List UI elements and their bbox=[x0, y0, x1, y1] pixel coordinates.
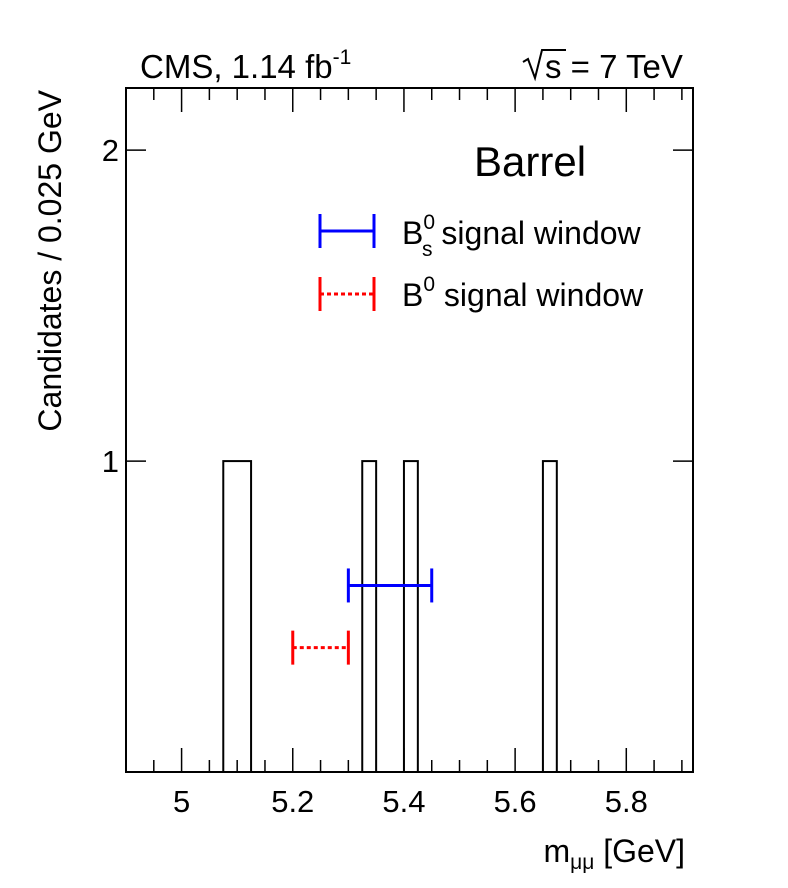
svg-text:B0 signal window: B0 signal window bbox=[402, 273, 644, 313]
signal-window-0 bbox=[346, 568, 434, 603]
histogram-bin-0 bbox=[222, 460, 253, 773]
axis-ticks bbox=[125, 88, 693, 772]
svg-text:B0s signal window: B0 s signal window bbox=[402, 211, 642, 261]
region-label: Barrel bbox=[474, 138, 586, 185]
histogram-bin-3 bbox=[541, 460, 558, 773]
x-tick-labels: 5 5.2 5.4 5.6 5.8 bbox=[173, 784, 648, 819]
y-tick-label: 2 bbox=[102, 133, 119, 168]
histogram-bin-2 bbox=[402, 460, 419, 773]
y-axis-title: Candidates / 0.025 GeV bbox=[32, 89, 68, 431]
sqrt-symbol bbox=[522, 49, 566, 82]
x-tick-label: 5.4 bbox=[382, 784, 425, 819]
plot-frame bbox=[125, 87, 694, 773]
y-tick-labels: 12 bbox=[102, 133, 119, 479]
x-tick-label: 5.2 bbox=[271, 784, 314, 819]
signal-window-1 bbox=[291, 630, 350, 665]
legend-entry-b0: B0 signal window bbox=[318, 273, 644, 313]
legend-entry-bs: B0 s signal window bbox=[318, 211, 642, 261]
signal-windows bbox=[291, 568, 434, 665]
x-tick-label: 5.6 bbox=[494, 784, 537, 819]
x-tick-label: 5.8 bbox=[605, 784, 648, 819]
legend: B0 s signal window B0 signal window bbox=[318, 211, 644, 313]
histogram-bin-1 bbox=[361, 460, 378, 773]
experiment-label: CMS, 1.14 fb-1 bbox=[140, 46, 351, 85]
energy-label: s = 7 TeV bbox=[522, 48, 683, 85]
histogram-bins bbox=[222, 460, 558, 773]
lumi-superscript: -1 bbox=[333, 46, 352, 69]
y-tick-label: 1 bbox=[102, 444, 119, 479]
x-axis-title: mμμ [GeV] bbox=[543, 833, 685, 874]
x-tick-label: 5 bbox=[173, 784, 190, 819]
svg-text:s = 7 TeV: s = 7 TeV bbox=[545, 48, 683, 85]
